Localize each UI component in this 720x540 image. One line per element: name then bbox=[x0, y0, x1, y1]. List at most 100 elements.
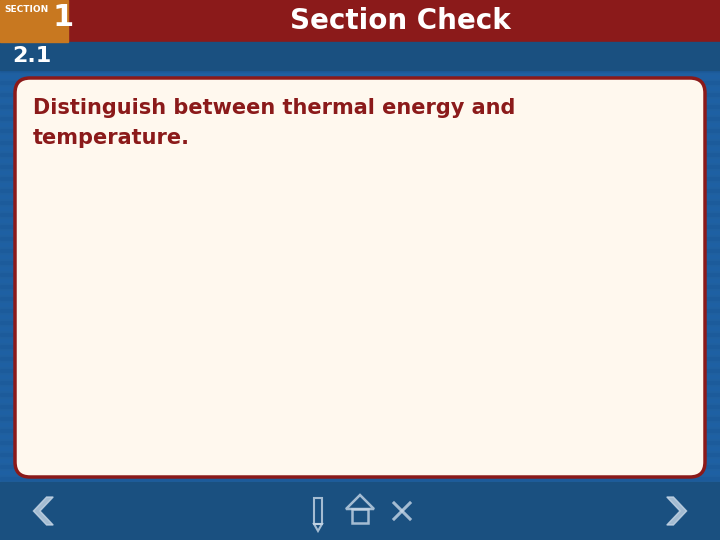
Bar bbox=[314, 498, 322, 524]
Bar bbox=[0, 363, 720, 366]
Bar bbox=[0, 135, 720, 138]
Bar bbox=[0, 195, 720, 198]
Bar bbox=[0, 99, 720, 102]
Bar bbox=[0, 27, 720, 30]
Bar bbox=[0, 309, 720, 312]
Bar bbox=[0, 87, 720, 90]
Bar bbox=[0, 201, 720, 204]
Bar bbox=[0, 297, 720, 300]
Bar bbox=[0, 183, 720, 186]
Bar bbox=[0, 141, 720, 144]
Bar bbox=[0, 33, 720, 36]
Bar bbox=[0, 63, 720, 66]
Bar bbox=[0, 495, 720, 498]
Bar bbox=[0, 21, 720, 24]
Bar bbox=[0, 45, 720, 48]
Bar bbox=[0, 213, 720, 216]
Bar bbox=[0, 81, 720, 84]
Bar bbox=[0, 405, 720, 408]
Bar bbox=[0, 129, 720, 132]
Bar bbox=[0, 447, 720, 450]
Bar bbox=[0, 57, 720, 60]
Bar bbox=[0, 501, 720, 504]
Bar bbox=[0, 321, 720, 324]
Bar bbox=[0, 327, 720, 330]
Bar bbox=[0, 15, 720, 18]
Bar bbox=[0, 117, 720, 120]
Bar bbox=[0, 291, 720, 294]
Bar bbox=[0, 303, 720, 306]
Bar bbox=[0, 255, 720, 258]
Bar bbox=[0, 273, 720, 276]
Bar bbox=[0, 435, 720, 438]
Bar bbox=[0, 387, 720, 390]
Bar bbox=[0, 3, 720, 6]
Text: SECTION: SECTION bbox=[4, 5, 48, 14]
Bar bbox=[0, 393, 720, 396]
Bar bbox=[0, 249, 720, 252]
Bar bbox=[0, 482, 720, 540]
Bar bbox=[0, 105, 720, 108]
Bar bbox=[0, 279, 720, 282]
Bar bbox=[0, 285, 720, 288]
Bar bbox=[0, 339, 720, 342]
Bar bbox=[0, 0, 68, 42]
Text: 1: 1 bbox=[52, 3, 73, 32]
Bar bbox=[0, 69, 720, 72]
Bar bbox=[0, 375, 720, 378]
Bar bbox=[0, 441, 720, 444]
Bar bbox=[0, 261, 720, 264]
Bar bbox=[0, 345, 720, 348]
Bar bbox=[352, 509, 368, 523]
Bar bbox=[0, 39, 720, 42]
Bar bbox=[0, 237, 720, 240]
Bar bbox=[0, 147, 720, 150]
Bar bbox=[0, 153, 720, 156]
Bar bbox=[0, 165, 720, 168]
Bar bbox=[0, 381, 720, 384]
Polygon shape bbox=[667, 497, 687, 525]
Bar bbox=[0, 459, 720, 462]
Bar bbox=[0, 453, 720, 456]
FancyBboxPatch shape bbox=[15, 78, 705, 477]
Bar bbox=[0, 417, 720, 420]
Bar bbox=[0, 51, 720, 54]
Bar bbox=[0, 513, 720, 516]
Bar bbox=[0, 411, 720, 414]
Bar bbox=[0, 357, 720, 360]
Bar bbox=[0, 423, 720, 426]
Bar bbox=[0, 0, 720, 42]
Bar bbox=[0, 315, 720, 318]
Bar bbox=[0, 75, 720, 78]
Bar bbox=[0, 207, 720, 210]
Text: Distinguish between thermal energy and
temperature.: Distinguish between thermal energy and t… bbox=[33, 98, 516, 147]
Bar bbox=[0, 111, 720, 114]
Bar bbox=[0, 369, 720, 372]
Bar bbox=[0, 243, 720, 246]
Bar bbox=[0, 531, 720, 534]
Bar bbox=[0, 219, 720, 222]
Bar bbox=[0, 231, 720, 234]
Bar bbox=[0, 519, 720, 522]
Bar bbox=[0, 123, 720, 126]
Polygon shape bbox=[33, 497, 53, 525]
Bar bbox=[0, 429, 720, 432]
Bar bbox=[0, 525, 720, 528]
Bar bbox=[0, 177, 720, 180]
Bar bbox=[0, 483, 720, 486]
Bar bbox=[0, 225, 720, 228]
Bar bbox=[0, 465, 720, 468]
Text: Section Check: Section Check bbox=[289, 7, 510, 35]
Bar bbox=[0, 399, 720, 402]
Text: 2.1: 2.1 bbox=[12, 46, 51, 66]
Bar bbox=[0, 471, 720, 474]
Bar bbox=[0, 42, 720, 70]
Bar bbox=[0, 93, 720, 96]
Bar bbox=[0, 477, 720, 480]
Bar bbox=[0, 171, 720, 174]
Bar bbox=[0, 189, 720, 192]
Bar bbox=[0, 507, 720, 510]
Bar bbox=[0, 489, 720, 492]
Bar bbox=[0, 9, 720, 12]
Bar bbox=[0, 333, 720, 336]
